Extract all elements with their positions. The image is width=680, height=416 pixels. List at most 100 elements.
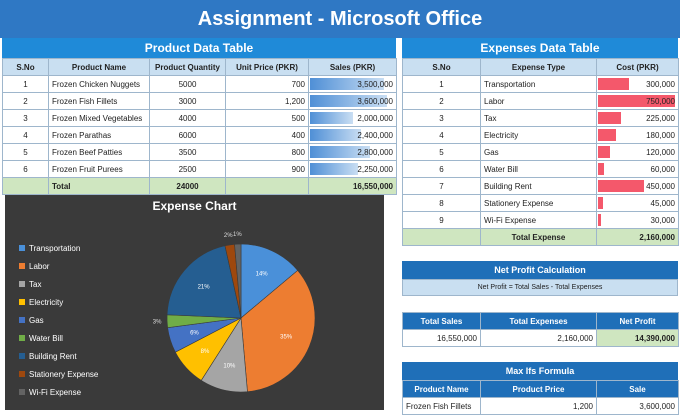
cell-sno: 6 xyxy=(402,160,481,178)
pie-slice xyxy=(240,270,316,393)
col-header: S.No xyxy=(402,58,481,76)
col-header: Product Price xyxy=(480,380,597,398)
net-profit-title: Net Profit Calculation xyxy=(402,261,678,279)
total-label: Total xyxy=(48,177,150,195)
table-row: 2 Frozen Fish Fillets 3000 1,200 3,600,000 xyxy=(2,92,397,110)
legend-label: Gas xyxy=(29,315,44,325)
cell-product-name: Frozen Chicken Nuggets xyxy=(48,75,150,93)
cell-expense-type: Stationery Expense xyxy=(480,194,597,212)
legend-swatch xyxy=(19,389,25,395)
cell-qty: 3500 xyxy=(149,143,226,161)
col-header: Total Sales xyxy=(402,312,481,330)
col-header: Cost (PKR) xyxy=(596,58,679,76)
total-expense-value: 2,160,000 xyxy=(596,228,679,246)
cell-sno: 1 xyxy=(2,75,49,93)
chart-legend: Transportation Labor Tax Electricity Gas Wate… xyxy=(19,239,98,401)
col-header: Sale xyxy=(596,380,679,398)
cell-qty: 6000 xyxy=(149,126,226,144)
legend-swatch xyxy=(19,317,25,323)
cost-value: 180,000 xyxy=(646,130,675,140)
table-row: 2 Labor 750,000 xyxy=(402,92,679,110)
cell-product-name: Frozen Beef Patties xyxy=(48,143,150,161)
maxifs-sale: 3,600,000 xyxy=(596,397,679,415)
total-qty: 24000 xyxy=(149,177,226,195)
legend-item: Gas xyxy=(19,311,98,329)
legend-item: Wi-Fi Expense xyxy=(19,383,98,401)
col-header: Net Profit xyxy=(596,312,679,330)
cell-sales: 2,400,000 xyxy=(308,126,397,144)
cost-data-bar xyxy=(598,163,605,175)
table-row: 9 Wi-Fi Expense 30,000 xyxy=(402,211,679,229)
cell-sno: 7 xyxy=(402,177,481,195)
product-table: S.No Product Name Product Quantity Unit … xyxy=(2,58,397,195)
cell-sno: 6 xyxy=(2,160,49,178)
total-expenses-value: 2,160,000 xyxy=(480,329,597,347)
cell-sales: 3,600,000 xyxy=(308,92,397,110)
cell-expense-type: Electricity xyxy=(480,126,597,144)
sales-value: 3,500,000 xyxy=(357,79,393,89)
cell-price: 700 xyxy=(225,75,309,93)
cell-cost: 750,000 xyxy=(596,92,679,110)
legend-item: Electricity xyxy=(19,293,98,311)
cell-expense-type: Labor xyxy=(480,92,597,110)
expenses-table-title: Expenses Data Table xyxy=(402,38,678,58)
product-total-row: Total 24000 16,550,000 xyxy=(2,177,397,195)
legend-label: Labor xyxy=(29,261,50,271)
legend-swatch xyxy=(19,353,25,359)
cell-price: 500 xyxy=(225,109,309,127)
table-row: 6 Frozen Fruit Purees 2500 900 2,250,000 xyxy=(2,160,397,178)
cell-qty: 5000 xyxy=(149,75,226,93)
sales-data-bar xyxy=(310,129,362,141)
col-header: Expense Type xyxy=(480,58,597,76)
net-profit-table: Total Sales Total Expenses Net Profit 16… xyxy=(402,312,679,347)
legend-swatch xyxy=(19,299,25,305)
legend-item: Labor xyxy=(19,257,98,275)
cost-value: 300,000 xyxy=(646,79,675,89)
sales-data-bar xyxy=(310,163,358,175)
table-row: 3 Frozen Mixed Vegetables 4000 500 2,000,000 xyxy=(2,109,397,127)
cell-product-name: Frozen Parathas xyxy=(48,126,150,144)
maxifs-product: Frozen Fish Fillets xyxy=(402,397,481,415)
sales-value: 3,600,000 xyxy=(357,96,393,106)
table-row: 8 Stationery Expense 45,000 xyxy=(402,194,679,212)
legend-item: Transportation xyxy=(19,239,98,257)
net-profit-value: 14,390,000 xyxy=(596,329,679,347)
pie-slice xyxy=(166,245,242,319)
cell-qty: 3000 xyxy=(149,92,226,110)
page-title: Assignment - Microsoft Office xyxy=(0,0,680,38)
pie-slice xyxy=(234,243,242,319)
cost-data-bar xyxy=(598,112,622,124)
cell-sales: 2,800,000 xyxy=(308,143,397,161)
cost-value: 750,000 xyxy=(646,96,675,106)
col-header: Product Quantity xyxy=(149,58,226,76)
total-expense-label: Total Expense xyxy=(480,228,597,246)
legend-swatch xyxy=(19,371,25,377)
cell-sno: 4 xyxy=(402,126,481,144)
cell-cost: 225,000 xyxy=(596,109,679,127)
cell-sno: 9 xyxy=(402,211,481,229)
cell-sales: 3,500,000 xyxy=(308,75,397,93)
maxifs-table: Product Name Product Price Sale Frozen F… xyxy=(402,380,679,415)
legend-label: Transportation xyxy=(29,243,81,253)
cell-sno: 2 xyxy=(402,92,481,110)
cell-expense-type: Building Rent xyxy=(480,177,597,195)
cost-data-bar xyxy=(598,197,603,209)
maxifs-price: 1,200 xyxy=(480,397,597,415)
cost-value: 120,000 xyxy=(646,147,675,157)
cost-value: 30,000 xyxy=(650,215,675,225)
col-header: S.No xyxy=(2,58,49,76)
legend-swatch xyxy=(19,245,25,251)
cell-expense-type: Wi-Fi Expense xyxy=(480,211,597,229)
cell-price: 800 xyxy=(225,143,309,161)
cell-cost: 30,000 xyxy=(596,211,679,229)
maxifs-title: Max Ifs Formula xyxy=(402,362,678,380)
cell-cost: 300,000 xyxy=(596,75,679,93)
cost-data-bar xyxy=(598,95,675,107)
legend-item: Tax xyxy=(19,275,98,293)
expenses-total-row: Total Expense 2,160,000 xyxy=(402,228,679,246)
cell-sno: 5 xyxy=(402,143,481,161)
legend-item: Stationery Expense xyxy=(19,365,98,383)
cell-price: 1,200 xyxy=(225,92,309,110)
legend-label: Stationery Expense xyxy=(29,369,99,379)
table-row: 1 Frozen Chicken Nuggets 5000 700 3,500,000 xyxy=(2,75,397,93)
